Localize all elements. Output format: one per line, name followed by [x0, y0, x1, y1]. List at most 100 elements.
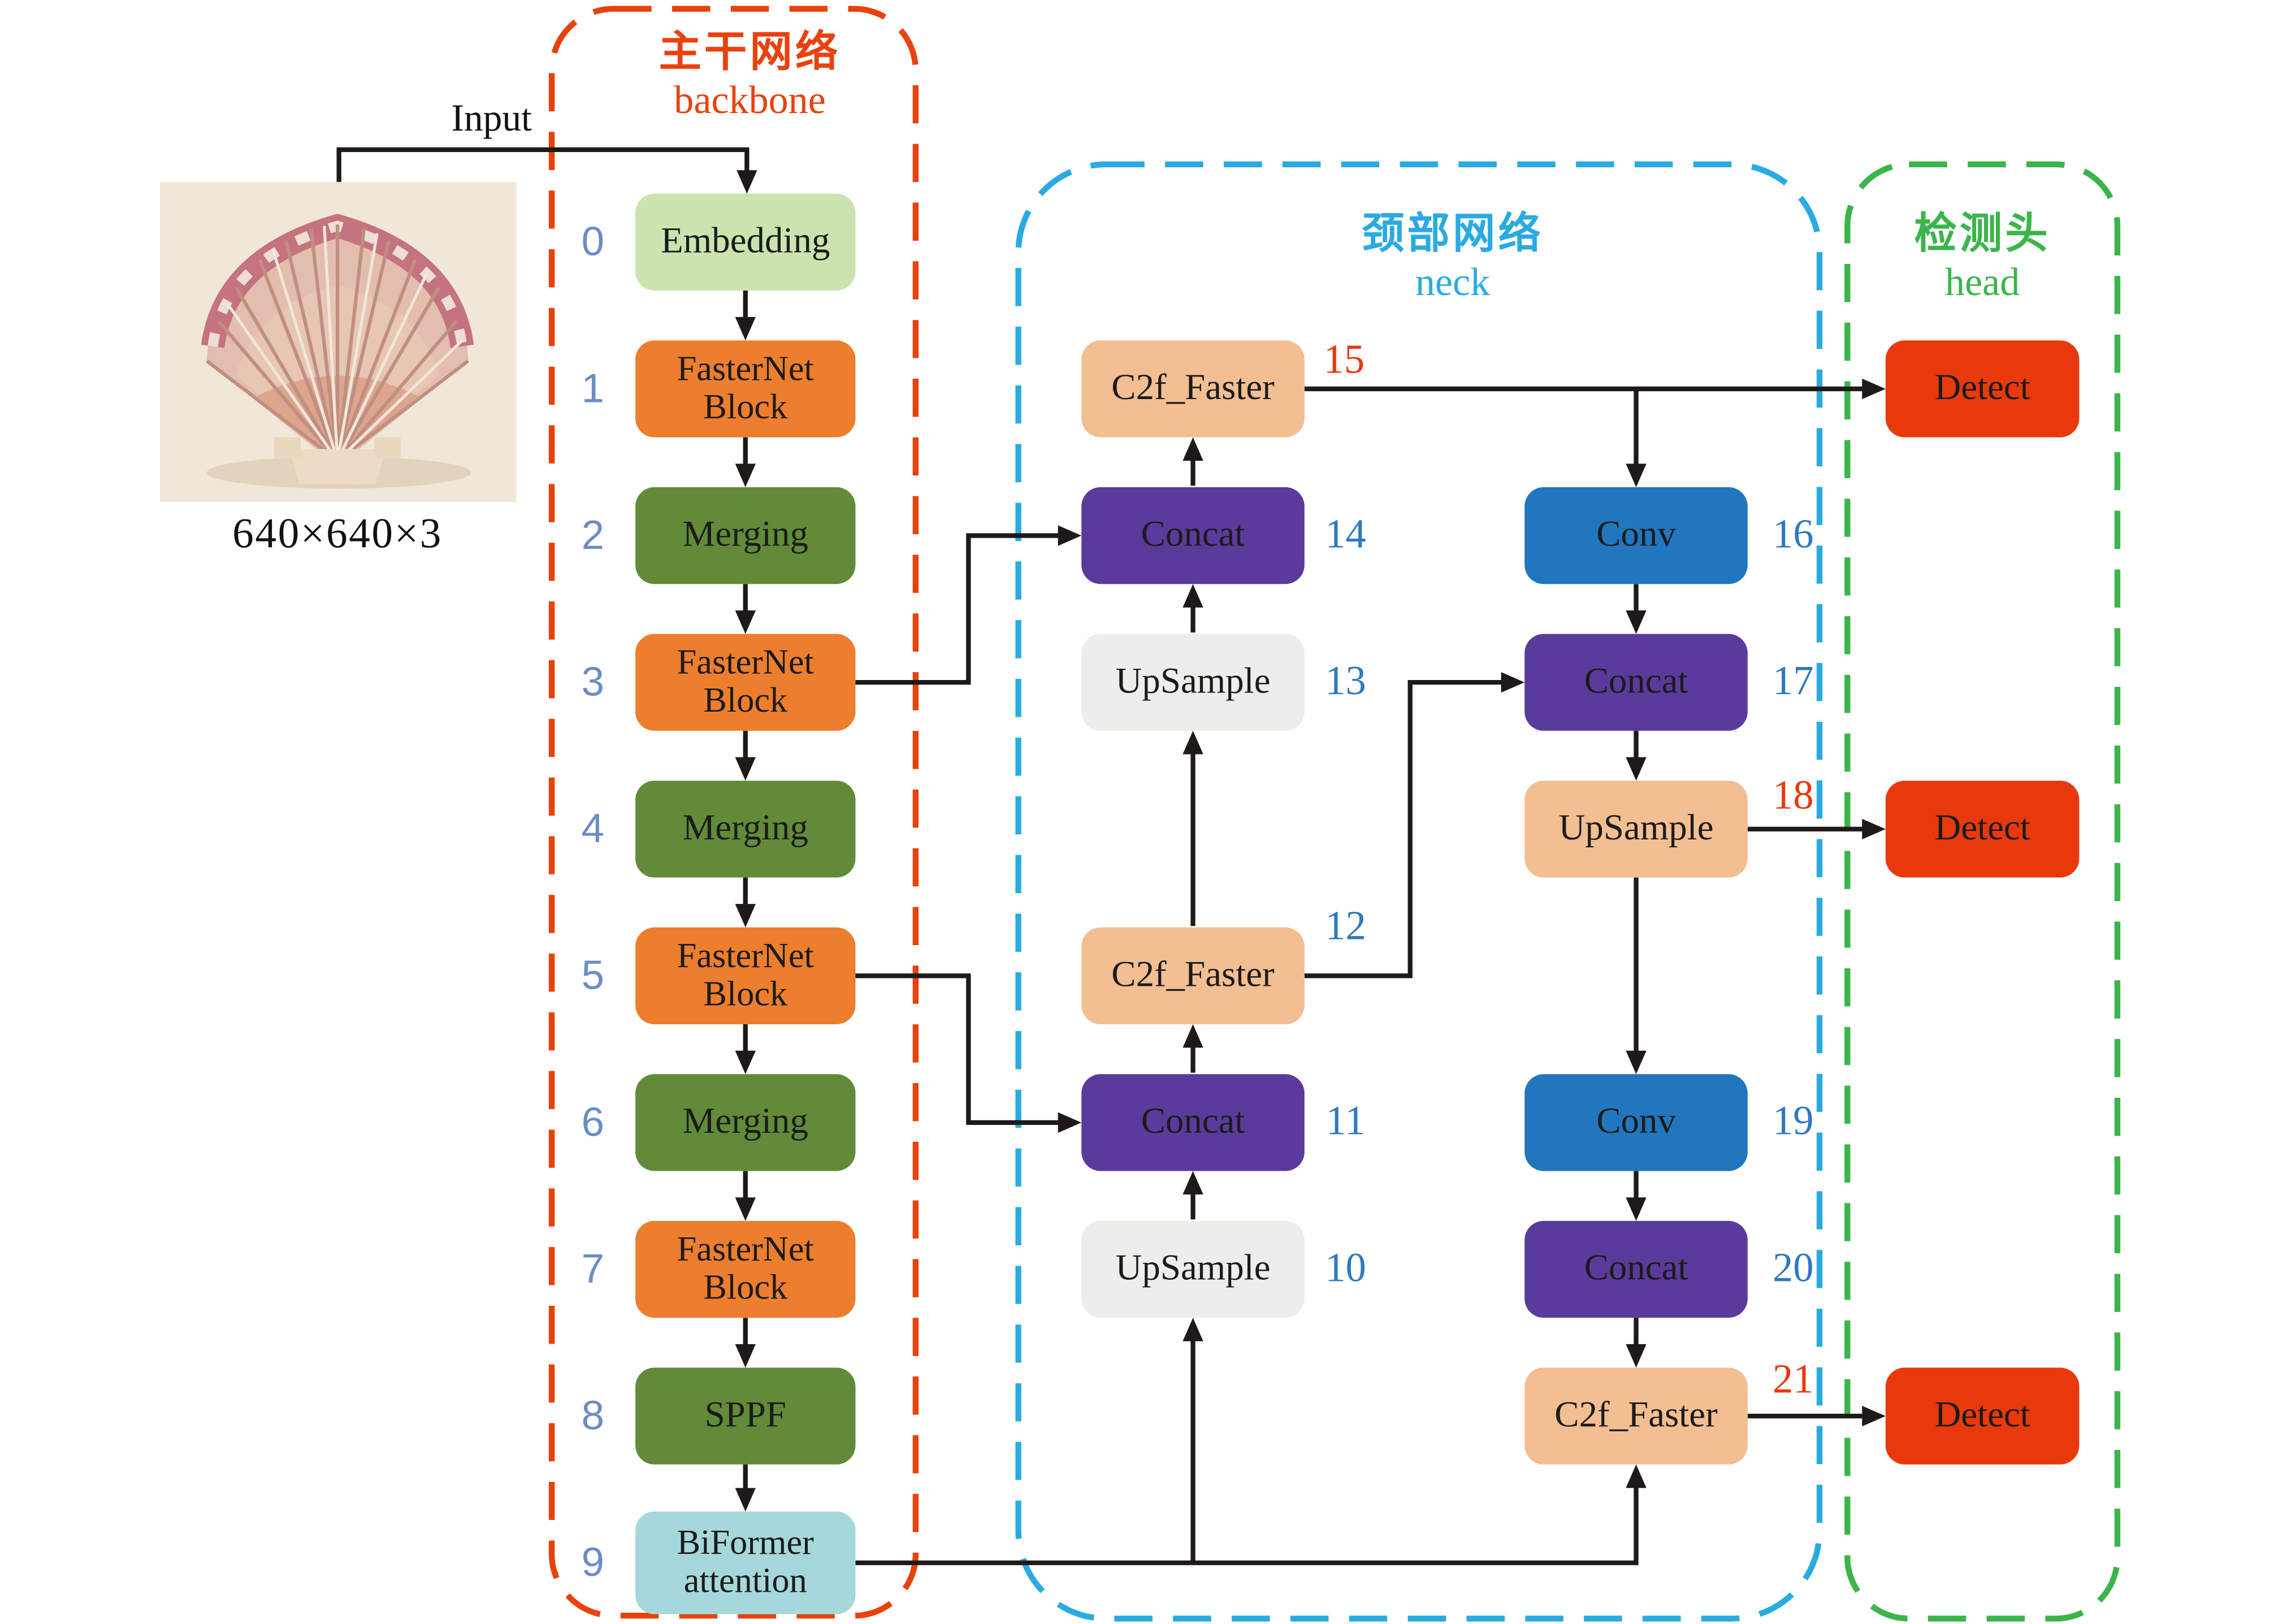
backbone-title-zh: 主干网络	[659, 29, 841, 76]
shell-hinge	[289, 449, 386, 484]
node-concat-14: Concat	[1081, 487, 1305, 584]
arrowhead-2-to-3	[735, 610, 756, 634]
node-merging-2: Merging	[635, 487, 856, 584]
arrowhead-6-to-7	[735, 1197, 756, 1221]
node-sppf: SPPF	[635, 1367, 856, 1465]
layer-number-16: 16	[1772, 512, 1814, 558]
layer-number-8: 8	[581, 1392, 605, 1439]
node-concat-11: Concat	[1081, 1074, 1305, 1171]
layer-number-20: 20	[1772, 1246, 1814, 1292]
node-merging-6: Merging	[635, 1074, 856, 1171]
shell-ear-left	[274, 437, 301, 458]
node-detect-2: Detect	[1885, 781, 2080, 878]
layer-number-21: 21	[1772, 1357, 1814, 1403]
layer-number-5: 5	[581, 952, 605, 998]
arrowhead-8-to-9	[735, 1488, 756, 1512]
head-title-zh: 检测头	[1914, 211, 2051, 258]
layer-number-15: 15	[1323, 337, 1365, 383]
section-border-backbone	[548, 6, 919, 1619]
node-detect-3: Detect	[1885, 1367, 2080, 1465]
section-border-head	[1844, 161, 2121, 1622]
arrowhead-11-to-12	[1182, 1024, 1203, 1048]
scallop-shell-illustration	[159, 181, 517, 502]
layer-number-14: 14	[1325, 512, 1366, 558]
node-fasternet-block-5: FasterNet Block	[635, 927, 856, 1025]
arrowhead-15-to-16	[1626, 464, 1647, 487]
arrowhead-4-to-5	[735, 904, 756, 928]
node-biformer-attention: BiFormer attention	[635, 1511, 856, 1614]
edge-12-to-17	[1304, 679, 1504, 978]
node-c2f-faster-21: C2f_Faster	[1524, 1367, 1748, 1465]
arrowhead-15-to-detect-1	[1862, 378, 1886, 400]
arrowhead-21-to-detect-3	[1862, 1405, 1886, 1427]
node-detect-1: Detect	[1885, 340, 2080, 438]
neck-title: 颈部网络 neck	[1362, 211, 1544, 306]
arrowhead-16-to-17	[1626, 610, 1647, 634]
edge-input-to-0	[336, 147, 750, 182]
arrowhead-5-to-6	[735, 1050, 756, 1075]
layer-number-7: 7	[581, 1246, 605, 1292]
input-image	[159, 181, 517, 502]
layer-number-6: 6	[581, 1099, 605, 1145]
layer-number-4: 4	[581, 805, 605, 851]
head-title: 检测头 head	[1914, 211, 2050, 306]
edge-5-to-11	[855, 973, 1061, 1125]
shell-rib-highlights	[226, 226, 463, 462]
node-merging-4: Merging	[635, 781, 856, 878]
layer-number-12: 12	[1325, 904, 1366, 950]
node-concat-20: Concat	[1524, 1220, 1748, 1318]
node-fasternet-block-1: FasterNet Block	[635, 340, 856, 438]
input-label: Input	[451, 97, 532, 140]
layer-number-10: 10	[1325, 1246, 1366, 1292]
arrowhead-17-to-18	[1626, 757, 1647, 781]
arrowhead-10-to-11	[1182, 1171, 1203, 1195]
node-embedding: Embedding	[635, 193, 856, 291]
arrowhead-input-to-0	[737, 170, 757, 194]
arrowhead-12-to-13	[1182, 730, 1203, 755]
layer-number-11: 11	[1325, 1099, 1366, 1145]
arrowhead-5-to-11	[1058, 1112, 1082, 1133]
arrowhead-18-to-detect-2	[1862, 819, 1886, 839]
arrowhead-20-to-21	[1626, 1344, 1647, 1368]
edge-9-to-21	[855, 1485, 1639, 1565]
shell-ear-right	[374, 437, 401, 458]
head-title-en: head	[1945, 260, 2020, 305]
node-fasternet-block-3: FasterNet Block	[635, 634, 856, 731]
arrowhead-19-to-20	[1626, 1197, 1647, 1221]
arrowhead-7-to-8	[735, 1344, 756, 1368]
input-size-caption: 640×640×3	[232, 510, 443, 558]
edge-3-to-14	[855, 533, 1061, 685]
layer-number-0: 0	[581, 218, 605, 265]
layer-number-3: 3	[581, 659, 605, 705]
arrowhead-3-to-14	[1058, 525, 1082, 546]
layer-number-18: 18	[1772, 773, 1814, 819]
layer-number-2: 2	[581, 512, 605, 558]
arrowhead-12-to-17	[1501, 672, 1525, 693]
node-fasternet-block-7: FasterNet Block	[635, 1220, 856, 1318]
neck-title-en: neck	[1415, 260, 1491, 305]
node-concat-17: Concat	[1524, 634, 1748, 731]
node-upsample-10: UpSample	[1081, 1220, 1305, 1318]
arrowhead-18-to-19	[1626, 1050, 1647, 1075]
node-upsample-13: UpSample	[1081, 634, 1305, 731]
layer-number-9: 9	[581, 1539, 605, 1585]
backbone-title: 主干网络 backbone	[659, 29, 841, 124]
backbone-title-en: backbone	[674, 78, 826, 123]
arrowhead-3-to-4	[735, 757, 756, 781]
node-conv-16: Conv	[1524, 487, 1748, 584]
layer-number-19: 19	[1772, 1099, 1814, 1145]
arrowhead-1-to-2	[735, 464, 756, 487]
section-border-neck	[1015, 161, 1823, 1622]
arrowhead-0-to-1	[735, 317, 756, 341]
layer-number-17: 17	[1772, 659, 1814, 705]
arrowhead-13-to-14	[1182, 584, 1203, 608]
node-c2f-faster-15: C2f_Faster	[1081, 340, 1305, 438]
layer-number-1: 1	[581, 365, 605, 411]
node-conv-19: Conv	[1524, 1074, 1748, 1171]
arrowhead-14-to-15	[1182, 437, 1203, 461]
neck-title-zh: 颈部网络	[1362, 211, 1544, 258]
layer-number-13: 13	[1325, 659, 1366, 705]
